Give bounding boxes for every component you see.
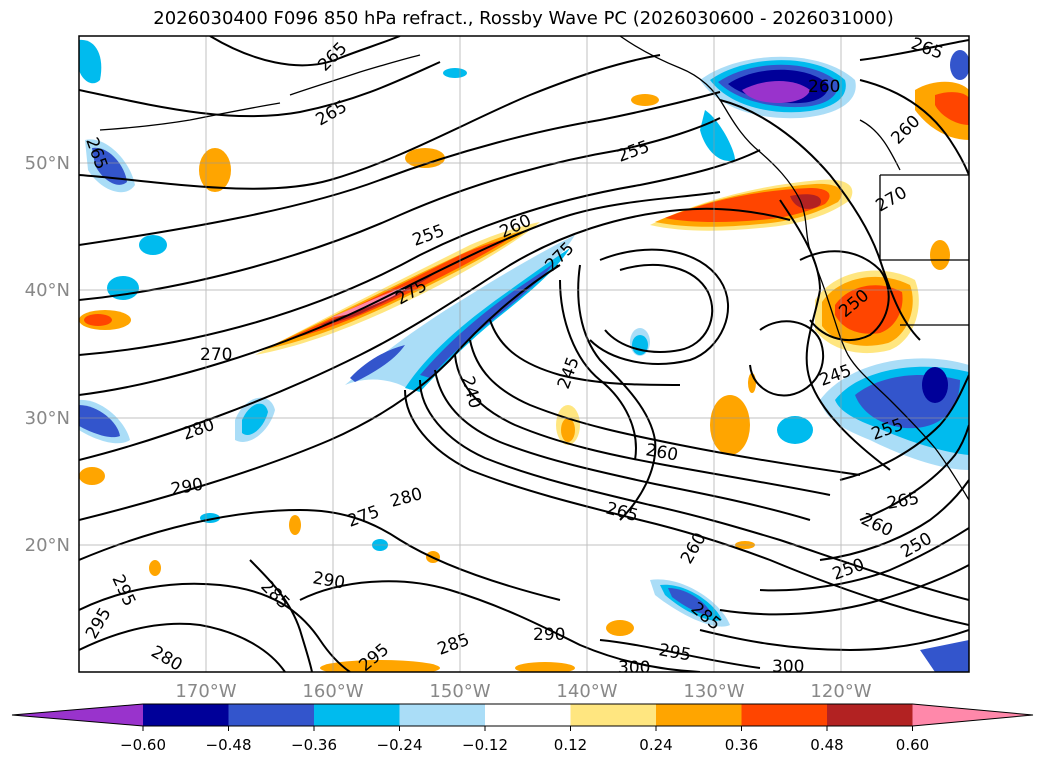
colorbar-segment (143, 704, 229, 726)
colorbar-tick-label: 0.48 (810, 736, 843, 754)
colorbar-segment (314, 704, 400, 726)
colorbar-segment (656, 704, 742, 726)
lon-label: 170°W (175, 681, 236, 702)
colorbar-ticks (142, 726, 913, 731)
lat-label: 50°N (25, 153, 70, 174)
plot-area: 265 265 265 265 260 255 260 270 255 260 … (79, 36, 969, 678)
lon-label: 150°W (429, 681, 490, 702)
colorbar-segment (827, 704, 913, 726)
contour-label: 290 (533, 625, 565, 645)
lon-label: 140°W (556, 681, 617, 702)
colorbar-tick-label: −0.24 (377, 736, 423, 754)
colorbar-tick-label: 0.60 (896, 736, 929, 754)
lon-label: 160°W (302, 681, 363, 702)
graticule (79, 36, 969, 672)
colorbar-segment (741, 704, 827, 726)
plot-frame (78, 35, 970, 673)
map-title: 2026030400 F096 850 hPa refract., Rossby… (153, 8, 894, 29)
colorbar-tick-label: 0.36 (725, 736, 758, 754)
colorbar-extend-right (912, 704, 1033, 726)
longitude-labels: 170°W 160°W 150°W 140°W 130°W 120°W (175, 681, 871, 702)
colorbar-segment (570, 704, 656, 726)
contour-lines (79, 36, 969, 672)
colorbar-tick-label: 0.24 (639, 736, 672, 754)
latitude-labels: 50°N 40°N 30°N 20°N (25, 153, 70, 556)
lat-label: 40°N (25, 280, 70, 301)
colorbar-segment (228, 704, 314, 726)
colorbar-tick-label: −0.60 (120, 736, 166, 754)
colorbar-tick-label: −0.12 (462, 736, 508, 754)
colorbar-tick-label: 0.12 (554, 736, 587, 754)
colorbar-segment (399, 704, 485, 726)
contour-label: 300 (772, 657, 804, 677)
colorbar-segment (485, 704, 571, 726)
coastline (99, 36, 969, 501)
colorbar-tick-label: −0.36 (291, 736, 337, 754)
colorbar-tick-label: −0.48 (206, 736, 252, 754)
lon-label: 120°W (810, 681, 871, 702)
lon-label: 130°W (683, 681, 744, 702)
colorbar: −0.60 −0.48 −0.36 −0.24 −0.12 0.12 0.24 … (11, 703, 1034, 754)
lat-label: 30°N (25, 408, 70, 429)
colorbar-extend-left (12, 704, 143, 726)
contour-label: 270 (200, 345, 232, 365)
colorbar-tick-labels: −0.60 −0.48 −0.36 −0.24 −0.12 0.12 0.24 … (120, 736, 929, 754)
contour-label: 300 (618, 658, 650, 678)
lat-label: 20°N (25, 535, 70, 556)
contour-label: 260 (808, 77, 840, 97)
